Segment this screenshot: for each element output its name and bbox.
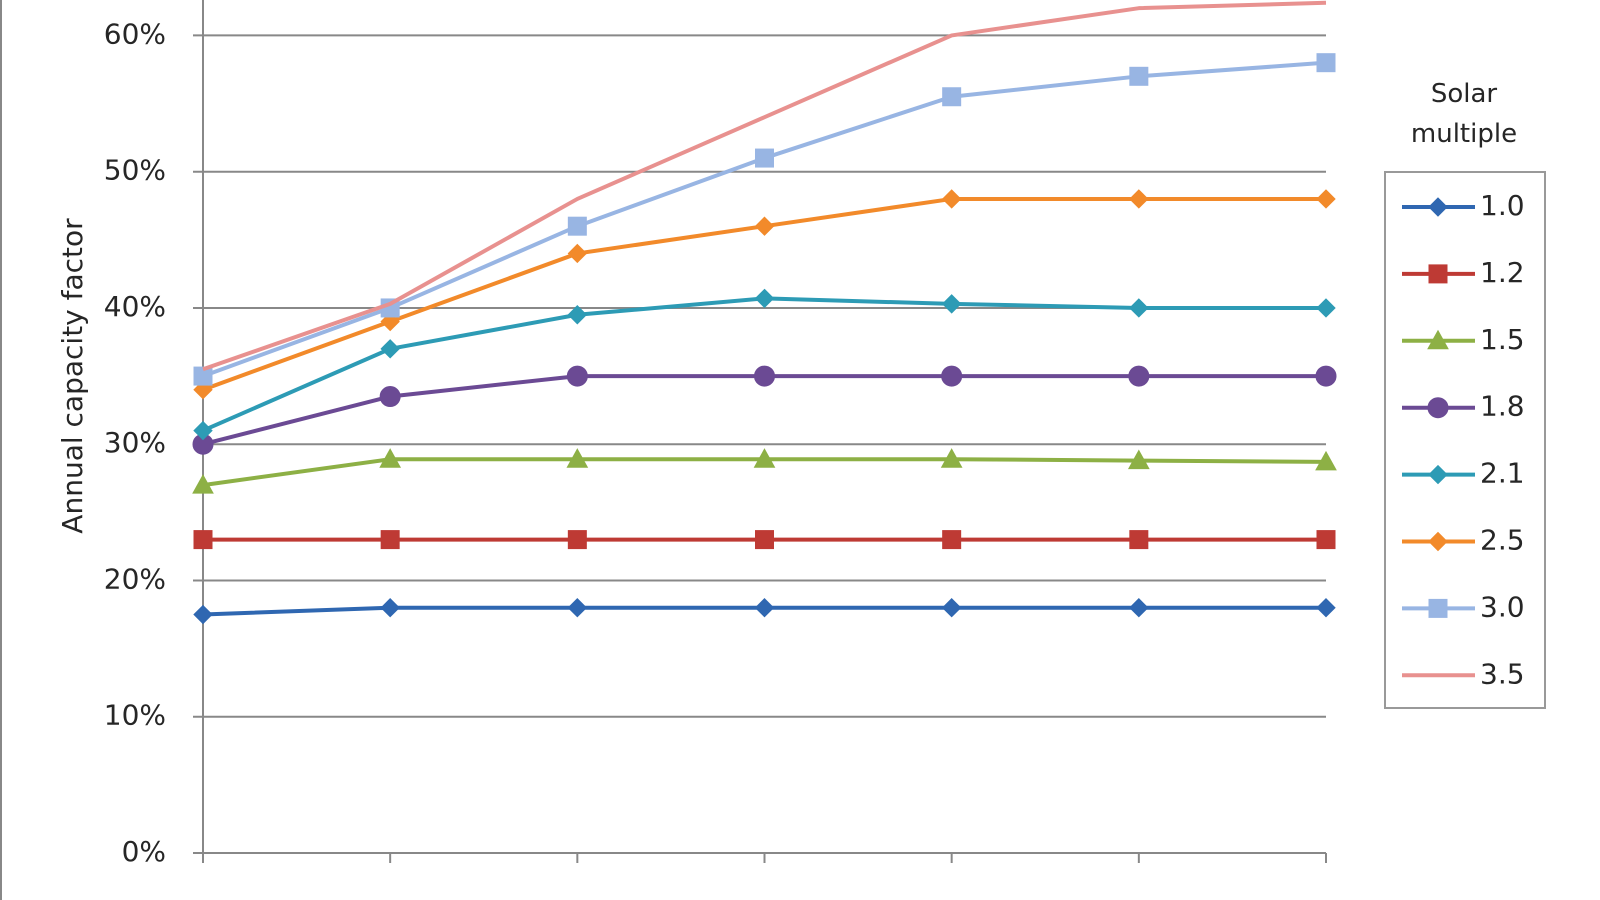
marker-diamond — [754, 598, 775, 618]
marker-square — [1428, 264, 1448, 284]
marker-square — [193, 366, 213, 386]
y-tick-label: 30% — [104, 426, 166, 459]
marker-triangle — [566, 448, 589, 468]
legend-label: 3.5 — [1480, 657, 1525, 690]
marker-diamond — [567, 243, 588, 264]
marker-square — [567, 216, 587, 236]
y-axis-label: Annual capacity factor — [56, 218, 89, 534]
legend-box — [1384, 171, 1546, 709]
legend-label: 1.2 — [1480, 256, 1525, 289]
marker-square — [193, 530, 213, 550]
marker-square — [1316, 530, 1336, 550]
y-tick-label: 50% — [104, 154, 166, 187]
marker-diamond — [941, 189, 962, 209]
marker-diamond — [941, 294, 962, 314]
marker-circle — [754, 365, 775, 387]
marker-diamond — [193, 420, 213, 441]
marker-square — [755, 148, 774, 168]
marker-triangle — [1127, 449, 1150, 470]
marker-triangle — [1427, 329, 1449, 350]
marker-diamond — [1316, 298, 1336, 318]
marker-diamond — [754, 216, 775, 236]
marker-diamond — [1129, 598, 1149, 618]
y-tick-label: 0% — [122, 835, 166, 868]
legend-label: 1.5 — [1480, 323, 1525, 356]
marker-diamond — [567, 305, 588, 325]
legend-title: Solar multiple — [1410, 79, 1518, 149]
marker-circle — [1315, 365, 1337, 387]
y-tick-label: 10% — [104, 699, 166, 732]
marker-square — [1129, 530, 1149, 550]
legend-label: 2.5 — [1480, 524, 1525, 557]
marker-circle — [379, 386, 401, 408]
marker-triangle — [192, 474, 214, 494]
marker-diamond — [1428, 197, 1448, 217]
marker-diamond — [1428, 531, 1448, 552]
marker-diamond — [1316, 189, 1336, 209]
y-tick-label: 60% — [104, 17, 166, 50]
series-line — [202, 296, 1326, 433]
marker-square — [1129, 66, 1149, 86]
y-tick-label: 40% — [104, 290, 166, 323]
marker-diamond — [380, 339, 400, 359]
marker-circle — [941, 365, 963, 387]
y-tick-label: 20% — [104, 562, 166, 595]
marker-square — [942, 530, 962, 550]
legend-label: 1.8 — [1480, 390, 1525, 423]
legend-label: 2.1 — [1480, 457, 1525, 490]
marker-diamond — [1428, 464, 1448, 485]
marker-triangle — [1315, 450, 1337, 471]
marker-square — [942, 87, 962, 107]
marker-square — [1428, 598, 1448, 618]
marker-diamond — [193, 604, 213, 625]
legend-label: 3.0 — [1480, 590, 1525, 623]
series-line — [202, 0, 1327, 372]
marker-square — [1316, 53, 1336, 73]
marker-diamond — [567, 598, 588, 618]
marker-circle — [566, 365, 588, 387]
marker-diamond — [1316, 598, 1336, 618]
marker-diamond — [754, 288, 775, 309]
legend-label: 1.0 — [1480, 189, 1525, 222]
marker-triangle — [753, 448, 776, 468]
marker-diamond — [380, 598, 400, 618]
marker-diamond — [941, 598, 962, 618]
marker-diamond — [1129, 189, 1149, 209]
marker-circle — [1427, 397, 1449, 419]
marker-square — [755, 530, 774, 550]
marker-triangle — [940, 448, 963, 468]
marker-circle — [1128, 365, 1150, 387]
marker-square — [380, 530, 400, 550]
marker-diamond — [1129, 298, 1149, 318]
marker-triangle — [379, 448, 402, 468]
marker-square — [567, 530, 587, 550]
